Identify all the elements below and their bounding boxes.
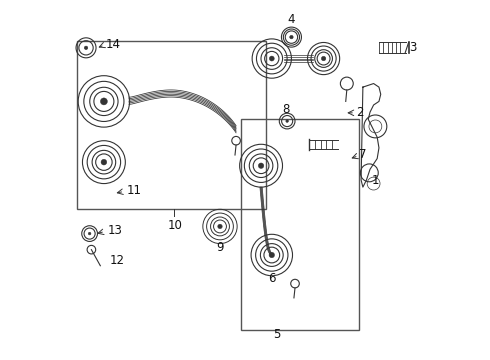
Bar	[77, 41, 267, 208]
Text: 3: 3	[409, 41, 416, 54]
Text: 13: 13	[107, 224, 122, 237]
Text: 12: 12	[109, 254, 124, 267]
Circle shape	[101, 159, 107, 165]
Circle shape	[100, 98, 107, 105]
Circle shape	[84, 46, 88, 50]
Circle shape	[269, 252, 274, 258]
Text: 5: 5	[273, 328, 281, 341]
Circle shape	[270, 56, 274, 61]
Text: 8: 8	[282, 103, 290, 116]
Circle shape	[88, 232, 91, 235]
Text: 1: 1	[372, 174, 379, 186]
Text: 6: 6	[268, 272, 276, 285]
Bar	[242, 119, 359, 330]
Text: 11: 11	[127, 184, 142, 197]
Text: 10: 10	[168, 219, 183, 232]
Circle shape	[218, 224, 222, 229]
Text: 4: 4	[288, 13, 295, 26]
Circle shape	[258, 163, 264, 168]
Text: 14: 14	[106, 38, 121, 51]
Text: 9: 9	[216, 241, 224, 254]
Text: 2: 2	[356, 105, 363, 119]
Circle shape	[321, 56, 326, 61]
Circle shape	[290, 35, 293, 39]
Text: 7: 7	[359, 148, 367, 162]
Circle shape	[286, 120, 289, 122]
